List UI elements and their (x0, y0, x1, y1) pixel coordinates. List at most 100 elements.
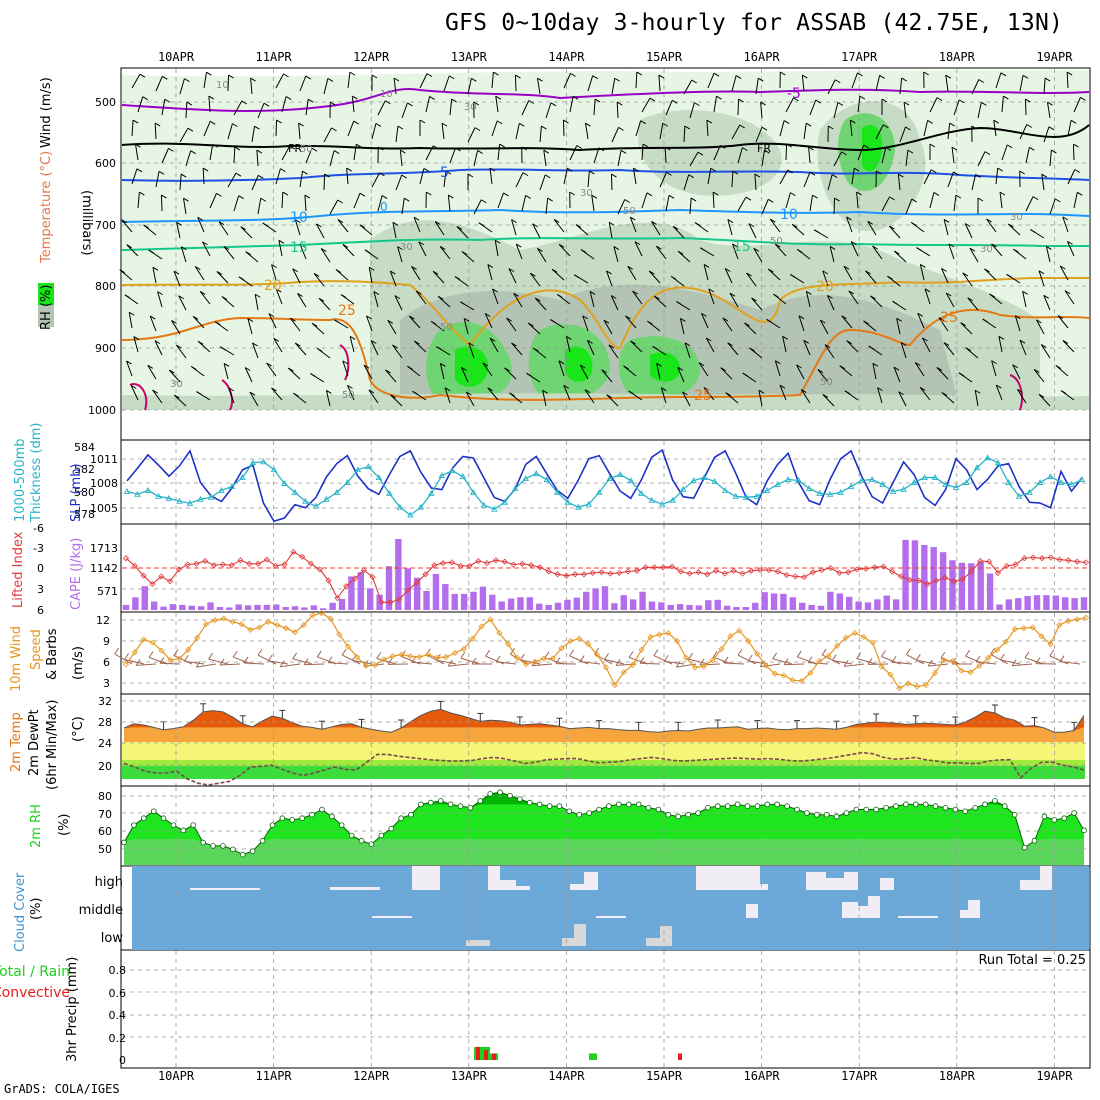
wind10-barb-flag (831, 654, 837, 661)
temp-unit: (°C) (71, 716, 86, 742)
wind-barb (625, 315, 637, 329)
wind-barb-flag (535, 297, 541, 302)
wind-barb (943, 342, 955, 356)
wind-barb-flag (791, 223, 798, 228)
cape-bar (564, 599, 571, 610)
wind-barb-flag (1012, 364, 1018, 369)
wind-point (691, 664, 698, 671)
temp-line (123, 708, 1085, 733)
li-point (466, 562, 473, 569)
wind-point (674, 637, 681, 645)
wind10-barb (737, 654, 757, 665)
wind-barb (708, 288, 715, 305)
wind-point (256, 624, 263, 631)
wind-barb (611, 78, 616, 95)
thickness-tick: 584 (74, 441, 95, 454)
wind-barb-flag (184, 78, 190, 83)
wind-barb-flag (786, 143, 792, 148)
wind-barb-flag (917, 312, 924, 317)
wind10-barb (976, 661, 997, 665)
wind-barb (155, 76, 163, 92)
wind-barb-flag (1036, 319, 1042, 324)
wind-barb (587, 171, 590, 188)
wind10-barb-flag (579, 655, 585, 662)
wind-barb (899, 78, 903, 95)
pressure-tick-600: 600 (95, 157, 116, 170)
wind-barb-flag (703, 264, 710, 268)
wind-point (469, 635, 476, 642)
li-point (334, 595, 341, 602)
wind-barb-flag (570, 72, 576, 77)
wind-barb-flag (929, 143, 936, 148)
wind-barb (202, 167, 205, 185)
wind-point (976, 662, 983, 669)
wind-barb (154, 340, 163, 356)
li-point (475, 557, 482, 565)
wind-barb-flag (967, 297, 973, 302)
wind-barb-flag (1077, 191, 1083, 196)
wind-barb (1043, 126, 1050, 143)
wind-barb-flag (739, 124, 746, 129)
wind-barb-flag (223, 246, 230, 250)
wind10-barb-flag (208, 652, 214, 660)
cape-bar (188, 605, 195, 610)
rh-point (269, 822, 276, 828)
thickness-point (1036, 479, 1044, 485)
wind-barb (923, 169, 932, 185)
wind-barb (203, 121, 211, 137)
wind-barb-flag (260, 197, 267, 202)
wind-barb-flag (433, 145, 439, 150)
wind-barb-flag (879, 74, 885, 79)
thickness-point (616, 471, 624, 478)
wind-barb (1047, 102, 1051, 119)
wind-tick: 3 (103, 677, 110, 690)
rh-tick: 50 (98, 843, 112, 856)
cape-bar (667, 604, 674, 610)
wind-barb-flag (353, 120, 359, 125)
wind-barb (254, 294, 259, 311)
wind-barb (563, 385, 571, 401)
wind-barb (616, 101, 619, 119)
rh-point (833, 813, 840, 820)
wind-barb-flag (591, 194, 598, 199)
wind-barb (418, 241, 427, 257)
rh-bright-region3 (650, 352, 681, 382)
wind-barb-flag (656, 362, 662, 367)
wind-barb-flag (528, 322, 534, 327)
wind-barb (977, 151, 986, 167)
wind-barb (494, 240, 499, 257)
wind-barb-flag (844, 390, 851, 395)
thickness-point (973, 464, 981, 471)
rh-label: 30 (400, 242, 413, 253)
thickness-point (459, 473, 467, 480)
wind-barb (529, 272, 541, 287)
li-point (580, 571, 588, 578)
wind-barb-flag (901, 77, 907, 82)
wind-tick: 12 (96, 614, 110, 627)
thickness-point (291, 488, 299, 495)
wind-barb-flag (819, 319, 826, 324)
wind-barb (903, 102, 907, 119)
thickness-point (522, 475, 530, 481)
thickness-point (637, 489, 645, 496)
wind-point (407, 653, 414, 660)
wind-barb (467, 78, 472, 95)
wind-barb-flag (632, 290, 638, 295)
thickness-label-1: 1000-500mb (13, 438, 28, 522)
wind-point (709, 657, 716, 664)
wind-barb (271, 387, 283, 401)
cape-bar (498, 601, 505, 610)
thickness-point (491, 505, 498, 512)
wind-barb-flag (235, 172, 242, 177)
wind-barb-flag (768, 268, 774, 273)
pressure-tick-800: 800 (95, 280, 116, 293)
wind-barb-flag (326, 389, 332, 394)
wind-barb-flag (960, 322, 966, 327)
thickness-point (239, 474, 246, 481)
wind-barb (748, 223, 757, 239)
wind-barb-flag (271, 387, 277, 392)
wind-barb-flag (276, 288, 282, 293)
date-label-bottom: 17APR (841, 1069, 878, 1080)
wind-barb-flag (606, 394, 612, 399)
wind10-barb-flag (615, 659, 621, 666)
